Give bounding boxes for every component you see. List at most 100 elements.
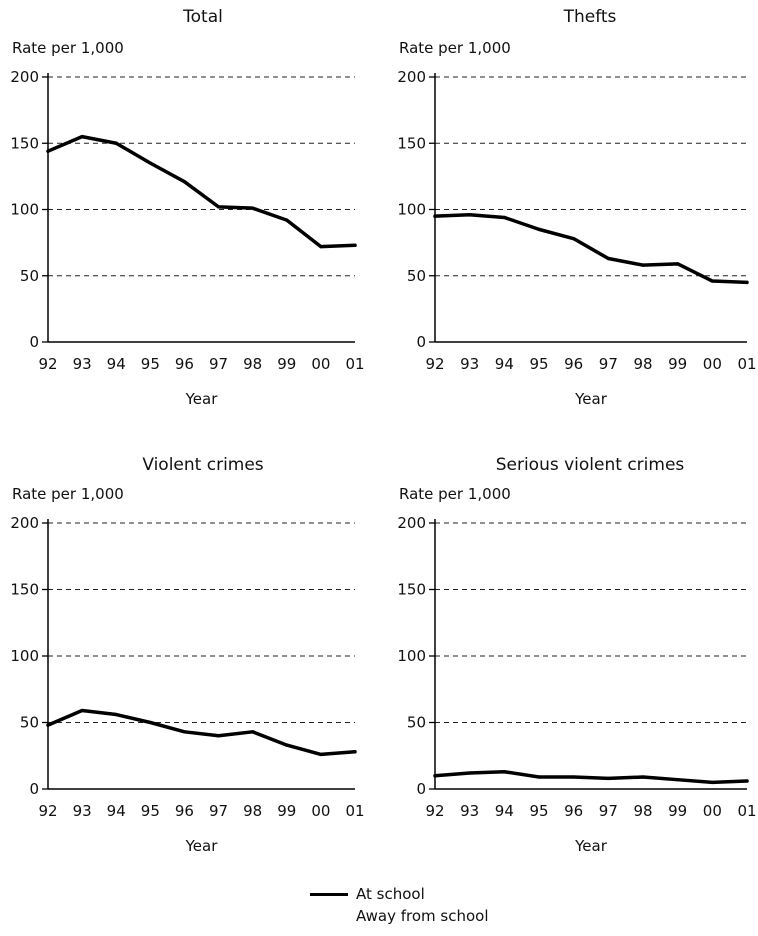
x-tick-label: 00 [311,802,330,820]
data-point [676,262,680,266]
x-tick-label: 96 [564,355,583,373]
x-tick-label: 98 [633,802,652,820]
data-point [251,206,255,210]
x-tick-label: 99 [277,802,296,820]
data-point [676,778,680,782]
x-tick-label: 95 [141,355,160,373]
x-tick-label: 95 [141,802,160,820]
x-tick-label: 94 [495,802,514,820]
x-tick-label: 96 [175,802,194,820]
data-point [468,213,472,217]
x-tick-label: 00 [703,355,722,373]
y-tick-label: 0 [416,780,426,798]
x-tick-label: 92 [425,355,444,373]
y-tick-label: 150 [397,581,426,599]
x-tick-label: 93 [460,802,479,820]
chart-panel-serious-violent-crimes: Serious violent crimes Rate per 1,000 0 50 1… [397,455,756,855]
chart-panel-thefts: Thefts Rate per 1,000 0 50 100 150 200 92 93 94 95… [397,7,756,408]
data-point [80,135,84,139]
x-tick-label: 99 [277,355,296,373]
y-tick-label: 200 [397,68,426,86]
y-tick-label: 50 [20,267,39,285]
data-point [353,243,357,247]
x-axis-label: Year [185,390,219,408]
y-tick-label: 100 [10,647,39,665]
series-line-at-school [46,134,357,249]
y-tick-label: 0 [29,780,39,798]
data-point [710,780,714,784]
data-point [433,774,437,778]
data-point [502,215,506,220]
x-tick-label: 92 [425,802,444,820]
y-tick-label: 50 [407,267,426,285]
series-line-at-school [433,769,749,785]
data-point [606,256,610,261]
chart-legend: At school Away from school [310,884,610,934]
series-line-at-school [433,213,749,285]
x-tick-label: 93 [460,355,479,373]
chart-title: Violent crimes [142,455,263,475]
data-point [182,730,187,734]
x-tick-label: 96 [175,355,194,373]
data-point [182,180,187,184]
data-point [114,141,118,145]
x-tick-label: 92 [38,355,57,373]
x-tick-label: 95 [529,355,548,373]
x-axis-label: Year [185,837,219,855]
data-point [641,775,645,779]
data-point [319,752,323,757]
y-tick-label: 200 [10,68,39,86]
data-point [148,161,152,165]
x-tick-label: 99 [668,802,687,820]
y-axis-label: Rate per 1,000 [12,485,124,503]
data-point [710,279,714,283]
y-tick-label: 200 [10,514,39,532]
x-tick-label: 01 [737,355,756,373]
data-point [319,245,323,249]
y-tick-label: 0 [416,333,426,351]
y-tick-label: 0 [29,333,39,351]
data-point [251,730,255,734]
x-tick-label: 98 [243,802,262,820]
x-tick-label: 01 [345,355,364,373]
x-tick-label: 00 [703,802,722,820]
data-point [537,775,541,779]
data-point [606,776,610,780]
x-tick-label: 94 [107,355,126,373]
chart-panel-total: Total Rate per 1,000 0 50 100 150 200 92 93 94 95 9… [10,7,364,408]
data-point [572,775,576,779]
x-axis-label: Year [574,837,608,855]
data-point [148,720,152,725]
data-point [216,205,221,209]
data-point [46,723,50,727]
x-tick-label: 93 [73,355,92,373]
data-point [285,743,289,747]
y-tick-label: 200 [397,514,426,532]
y-tick-label: 50 [20,714,39,732]
data-point [285,218,289,222]
y-tick-label: 150 [10,134,39,152]
data-point [745,280,749,284]
x-tick-label: 98 [633,355,652,373]
x-tick-label: 97 [599,355,618,373]
x-tick-label: 94 [495,355,514,373]
data-point [433,214,437,218]
data-point [641,263,645,267]
chart-panel-violent-crimes: Violent crimes Rate per 1,000 0 50 100 150 200… [10,455,364,855]
chart-title: Total [182,7,223,27]
x-tick-label: 01 [345,802,364,820]
data-point [468,771,472,775]
data-point [114,712,118,717]
x-tick-label: 92 [38,802,57,820]
x-tick-label: 97 [209,802,228,820]
chart-title: Serious violent crimes [496,455,685,475]
x-tick-label: 01 [737,802,756,820]
data-point [502,770,506,774]
y-tick-label: 150 [10,581,39,599]
legend-item-at-school: At school [310,884,425,904]
y-axis-label: Rate per 1,000 [12,39,124,57]
data-point [745,779,749,783]
y-tick-label: 100 [397,647,426,665]
y-axis-label: Rate per 1,000 [399,39,511,57]
